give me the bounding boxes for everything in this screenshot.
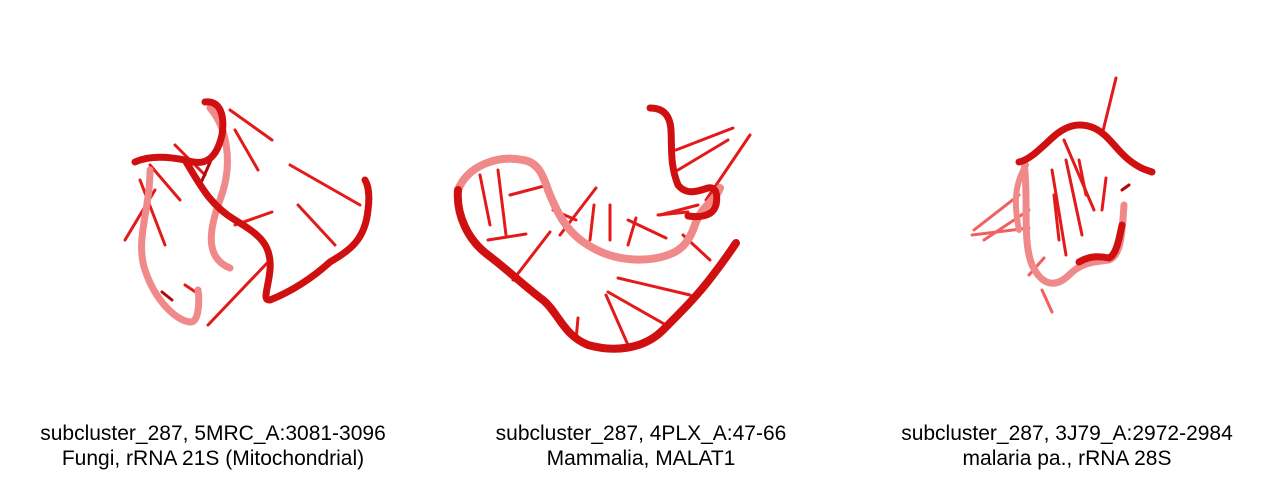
caption-title-3: subcluster_287, 3J79_A:2972-2984 <box>901 422 1233 445</box>
structure-panel-2: subcluster_287, 4PLX_A:47-66 Mammalia, M… <box>428 0 854 480</box>
caption-title-1: subcluster_287, 5MRC_A:3081-3096 <box>40 422 386 445</box>
rna-structure-image-2 <box>453 104 752 353</box>
rna-structure-image-3 <box>970 76 1156 314</box>
caption-source-3: malaria pa., rRNA 28S <box>962 447 1172 470</box>
structure-caption-2: subcluster_287, 4PLX_A:47-66 Mammalia, M… <box>428 421 854 471</box>
caption-source-2: Mammalia, MALAT1 <box>546 447 736 470</box>
rna-structure-image-1 <box>123 98 373 327</box>
structure-panel-3: subcluster_287, 3J79_A:2972-2984 malaria… <box>854 0 1280 480</box>
structure-caption-3: subcluster_287, 3J79_A:2972-2984 malaria… <box>854 421 1280 471</box>
caption-source-1: Fungi, rRNA 21S (Mitochondrial) <box>61 447 365 470</box>
structure-panel-1: subcluster_287, 5MRC_A:3081-3096 Fungi, … <box>0 0 426 480</box>
structure-caption-1: subcluster_287, 5MRC_A:3081-3096 Fungi, … <box>0 421 426 471</box>
caption-title-2: subcluster_287, 4PLX_A:47-66 <box>495 422 787 445</box>
